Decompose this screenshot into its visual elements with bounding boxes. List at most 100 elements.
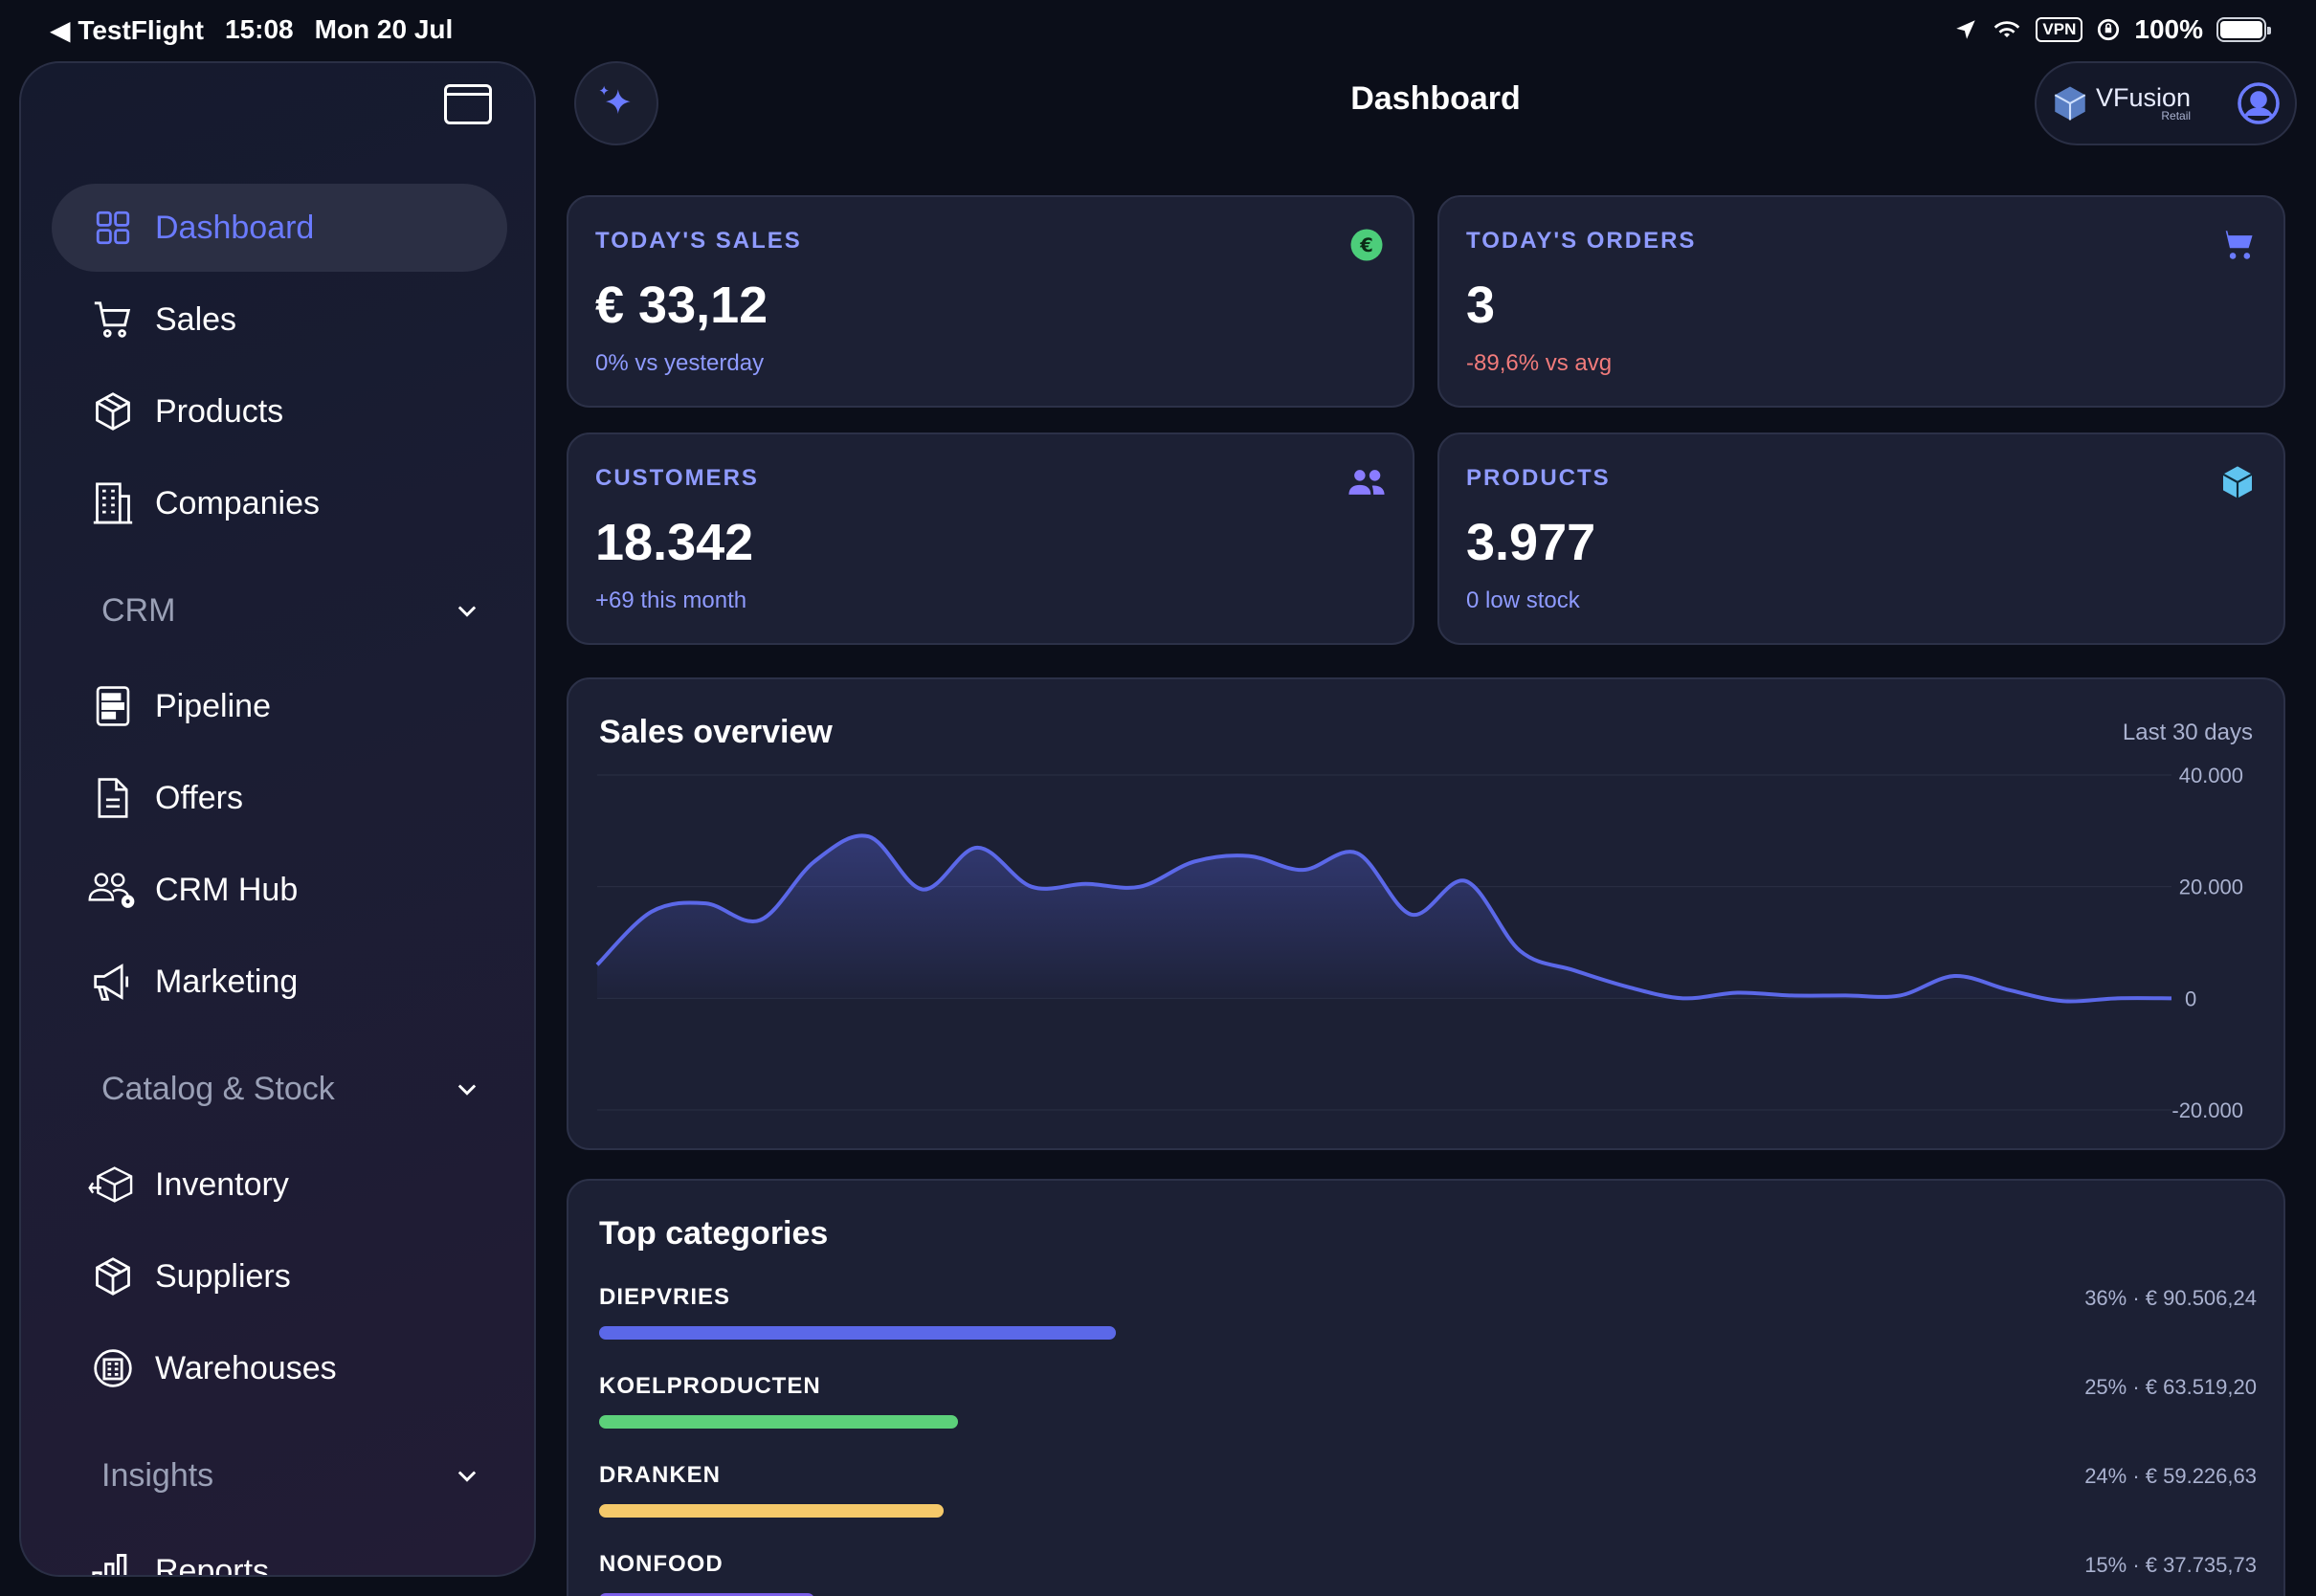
stat-card-todays-sales[interactable]: TODAY'S SALES € 33,12 0% vs yesterday € — [567, 195, 1414, 408]
sidebar-section-crm[interactable]: CRM — [52, 566, 507, 654]
sidebar-item-inventory[interactable]: Inventory — [52, 1141, 507, 1229]
box-icon — [88, 1252, 138, 1301]
sidebar-section-catalog[interactable]: Catalog & Stock — [52, 1045, 507, 1133]
cube-icon — [2218, 463, 2257, 501]
stat-value: 3.977 — [1466, 514, 1596, 571]
data-point[interactable] — [700, 898, 711, 909]
category-name: DIEPVRIES — [599, 1284, 731, 1310]
brand-name: VFusion — [2096, 82, 2192, 112]
sidebar-item-offers[interactable]: Offers — [52, 754, 507, 842]
back-to-app-link[interactable]: ◀ TestFlight — [50, 14, 204, 45]
sidebar-item-marketing[interactable]: Marketing — [52, 938, 507, 1026]
data-point[interactable] — [2058, 995, 2069, 1007]
stat-card-customers[interactable]: CUSTOMERS 18.342 +69 this month — [567, 432, 1414, 645]
data-point[interactable] — [1189, 855, 1200, 867]
building-icon — [88, 478, 138, 528]
data-point[interactable] — [1406, 909, 1417, 920]
data-point[interactable] — [1569, 964, 1580, 976]
data-point[interactable] — [1460, 876, 1472, 887]
sidebar-item-label: Warehouses — [155, 1349, 337, 1386]
users-gear-icon — [88, 865, 138, 915]
categories-title: Top categories — [599, 1215, 829, 1252]
data-point[interactable] — [2111, 992, 2123, 1004]
category-name: DRANKEN — [599, 1462, 721, 1488]
euro-icon: € — [1347, 226, 1386, 264]
users-icon — [1347, 463, 1386, 501]
sidebar-item-crm-hub[interactable]: CRM Hub — [52, 846, 507, 934]
box-icon — [88, 387, 138, 436]
sidebar-nav: Dashboard Sales Products Companies CRM — [52, 184, 507, 1575]
section-label: Insights — [101, 1456, 214, 1494]
data-point[interactable] — [1026, 881, 1037, 893]
stat-value: 3 — [1466, 277, 1496, 334]
data-point[interactable] — [1243, 851, 1255, 862]
data-point[interactable] — [646, 906, 657, 918]
bar-chart-icon — [88, 1546, 138, 1575]
battery-icon — [2216, 17, 2271, 42]
vpn-badge: VPN — [2036, 17, 2083, 42]
data-point[interactable] — [1297, 864, 1308, 876]
data-point[interactable] — [971, 842, 983, 853]
sidebar-item-suppliers[interactable]: Suppliers — [52, 1232, 507, 1320]
svg-text:€: € — [1359, 234, 1373, 256]
y-tick-label: 20.000 — [2179, 876, 2243, 899]
data-point[interactable] — [917, 884, 928, 896]
chevron-down-icon — [457, 606, 477, 617]
location-icon — [1956, 20, 1976, 39]
sidebar-item-warehouses[interactable]: Warehouses — [52, 1324, 507, 1412]
chevron-down-icon — [457, 1084, 477, 1096]
stat-card-products[interactable]: PRODUCTS 3.977 0 low stock — [1437, 432, 2285, 645]
sidebar-item-label: Inventory — [155, 1165, 289, 1203]
stat-label: PRODUCTS — [1466, 465, 1611, 491]
data-point[interactable] — [591, 959, 603, 970]
cart-icon — [2218, 226, 2257, 264]
data-point[interactable] — [1894, 989, 1905, 1001]
sidebar-item-label: Dashboard — [155, 209, 315, 246]
data-point[interactable] — [1786, 989, 1797, 1001]
ai-assistant-button[interactable] — [574, 61, 658, 145]
data-point[interactable] — [1840, 989, 1852, 1001]
data-point[interactable] — [2166, 992, 2177, 1004]
data-point[interactable] — [1677, 992, 1688, 1004]
data-point[interactable] — [1514, 945, 1525, 957]
stat-subtext: 0 low stock — [1466, 587, 1580, 613]
data-point[interactable] — [1731, 987, 1743, 999]
data-point[interactable] — [1949, 970, 1960, 982]
inventory-icon — [88, 1160, 138, 1209]
stat-card-todays-orders[interactable]: TODAY'S ORDERS 3 -89,6% vs avg — [1437, 195, 2285, 408]
data-point[interactable] — [809, 855, 820, 867]
document-icon — [88, 773, 138, 823]
data-point[interactable] — [1080, 878, 1092, 890]
data-point[interactable] — [1623, 982, 1635, 993]
data-point[interactable] — [754, 915, 766, 926]
sidebar-toggle-icon[interactable] — [444, 84, 492, 124]
sparkles-icon — [599, 85, 631, 114]
data-point[interactable] — [1134, 881, 1146, 893]
stat-value: € 33,12 — [595, 277, 768, 334]
stat-subtext: -89,6% vs avg — [1466, 350, 1613, 376]
sidebar-item-label: Marketing — [155, 963, 299, 1000]
category-row: NONFOOD 15% · € 37.735,73 — [599, 1551, 2257, 1596]
sidebar-section-insights[interactable]: Insights — [52, 1431, 507, 1519]
series-line — [595, 833, 2172, 1004]
sidebar-item-label: Suppliers — [155, 1257, 291, 1295]
data-point[interactable] — [2003, 985, 2015, 996]
user-avatar-icon[interactable] — [2236, 80, 2282, 126]
stat-subtext: +69 this month — [595, 587, 747, 613]
sidebar-item-reports[interactable]: Reports — [52, 1527, 507, 1575]
sidebar-item-companies[interactable]: Companies — [52, 459, 507, 547]
sidebar-item-dashboard[interactable]: Dashboard — [52, 184, 507, 272]
brand-account-pill[interactable]: VFusion Retail — [2035, 61, 2297, 145]
sidebar-item-label: Companies — [155, 484, 320, 521]
sidebar-item-products[interactable]: Products — [52, 367, 507, 455]
data-point[interactable] — [863, 831, 875, 842]
status-time: 15:08 — [225, 14, 294, 44]
sidebar: Dashboard Sales Products Companies CRM — [19, 61, 536, 1577]
status-date: Mon 20 Jul — [314, 14, 454, 44]
data-point[interactable] — [1351, 848, 1363, 859]
category-row: DRANKEN 24% · € 59.226,63 — [599, 1462, 2257, 1529]
sidebar-item-sales[interactable]: Sales — [52, 276, 507, 364]
category-bar — [599, 1415, 958, 1429]
chart-range-selector[interactable]: Last 30 days — [2122, 720, 2253, 745]
sidebar-item-pipeline[interactable]: Pipeline — [52, 662, 507, 750]
